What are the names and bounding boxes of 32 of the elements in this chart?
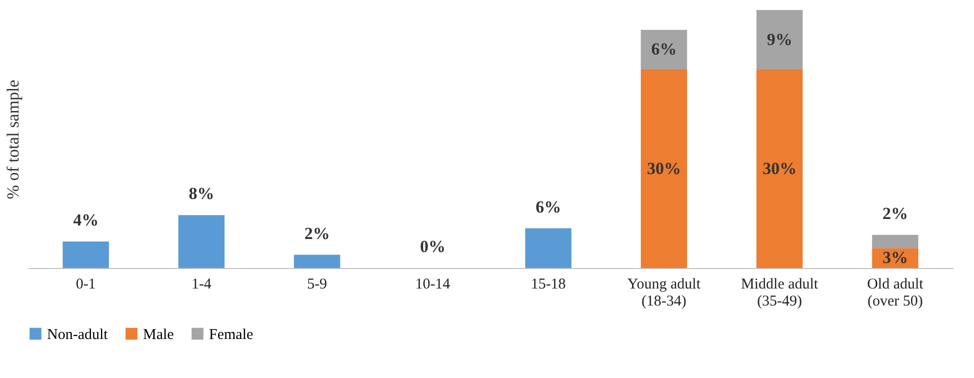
x-tick-label: 1-4 <box>191 276 212 292</box>
data-label: 8% <box>188 184 214 204</box>
data-label: 9% <box>766 30 792 49</box>
data-label: 3% <box>882 248 908 268</box>
x-tick-label: 0-1 <box>76 276 96 292</box>
x-tick-label: Middle adult (35-49) <box>741 276 819 310</box>
bar <box>178 215 225 268</box>
x-tick-label: Young adult (18-34) <box>627 276 702 310</box>
bar <box>756 10 803 70</box>
legend-label: Female <box>209 326 254 343</box>
bar <box>640 30 688 70</box>
data-label: 6% <box>536 197 562 216</box>
y-axis-title: % of total sample <box>4 80 22 200</box>
x-tick-label: 10-14 <box>415 276 451 292</box>
data-label: 6% <box>651 40 677 59</box>
bar <box>294 254 340 268</box>
legend-label: Male <box>143 326 174 343</box>
data-label: 30% <box>646 158 681 178</box>
bar <box>640 70 688 268</box>
data-label: 0% <box>420 237 446 256</box>
x-tick-label: Old adult (over 50) <box>867 276 924 310</box>
data-label: 4% <box>73 210 99 230</box>
legend-label: Non-adult <box>47 326 109 343</box>
bar <box>525 228 572 268</box>
data-label: 2% <box>882 204 908 223</box>
data-label: 2% <box>304 224 330 243</box>
bar <box>872 234 918 248</box>
x-tick-label: 15-18 <box>530 276 566 292</box>
data-label: 30% <box>762 158 797 178</box>
bar <box>756 70 803 268</box>
bar <box>62 242 109 268</box>
x-tick-label: 5-9 <box>307 276 328 292</box>
